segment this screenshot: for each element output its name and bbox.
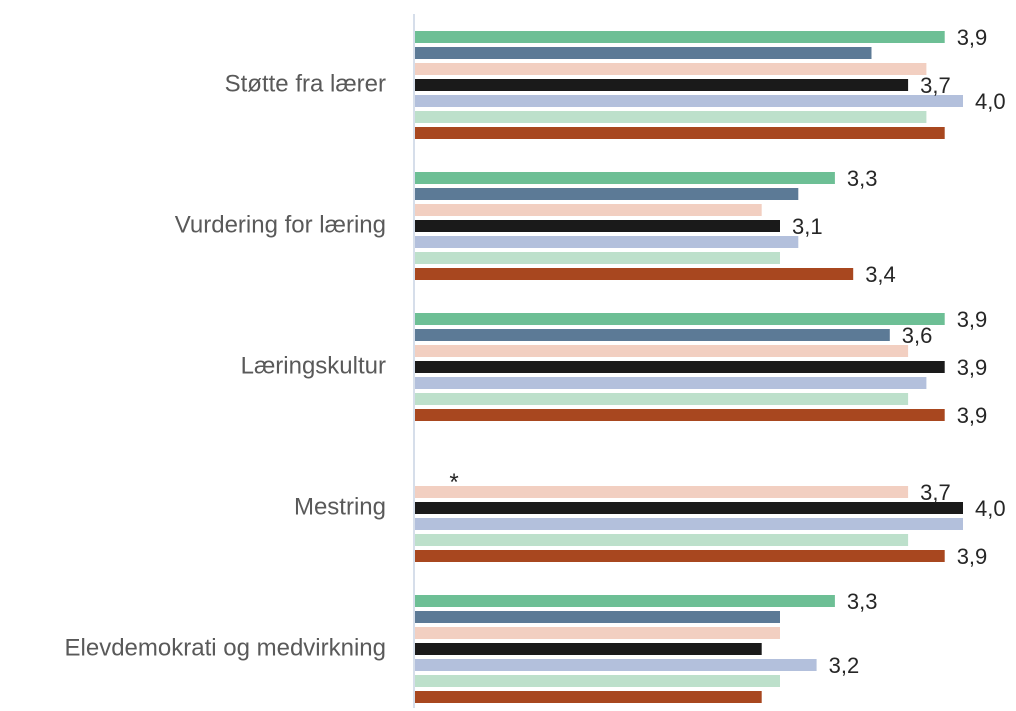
data-label: 3,9 (957, 307, 988, 332)
bar (415, 550, 945, 562)
bar (415, 409, 945, 421)
bar (415, 127, 945, 139)
bar (415, 79, 909, 91)
category-label: Støtte fra lærer (225, 70, 386, 97)
bar (415, 31, 945, 43)
annotations: * (449, 469, 458, 496)
data-label: 3,9 (957, 403, 988, 428)
data-label: 3,9 (957, 25, 988, 50)
bar (415, 95, 963, 107)
missing-data-marker: * (449, 469, 458, 496)
bar (415, 313, 945, 325)
bar (415, 486, 909, 498)
bar (415, 329, 890, 341)
data-label: 3,7 (920, 480, 951, 505)
data-label: 3,4 (865, 262, 896, 287)
bar (415, 518, 963, 530)
data-label: 3,1 (792, 214, 823, 239)
data-label: 3,7 (920, 73, 951, 98)
bar (415, 188, 799, 200)
bar (415, 236, 799, 248)
data-label: 3,9 (957, 355, 988, 380)
data-label: 3,3 (847, 166, 878, 191)
category-label: Mestring (294, 493, 386, 520)
data-label: 4,0 (975, 89, 1006, 114)
bar (415, 204, 762, 216)
data-labels: 3,93,74,03,33,13,43,93,63,93,93,74,03,93… (792, 25, 1006, 678)
bar (415, 111, 927, 123)
bar (415, 393, 909, 405)
category-label: Elevdemokrati og medvirkning (65, 634, 386, 661)
category-labels: Støtte fra lærer Vurdering for læring Læri… (65, 70, 386, 661)
bar (415, 595, 835, 607)
bar (415, 63, 927, 75)
bar (415, 659, 817, 671)
category-label: Vurdering for læring (175, 211, 386, 238)
bar (415, 534, 909, 546)
bar (415, 268, 854, 280)
bars-layer (415, 31, 963, 703)
bar (415, 345, 909, 357)
bar (415, 252, 780, 264)
bar (415, 611, 780, 623)
data-label: 3,3 (847, 589, 878, 614)
data-label: 3,2 (829, 653, 860, 678)
bar (415, 691, 762, 703)
bar (415, 502, 963, 514)
bar (415, 627, 780, 639)
data-label: 3,6 (902, 323, 933, 348)
category-label: Læringskultur (241, 352, 386, 379)
bar (415, 172, 835, 184)
bar (415, 377, 927, 389)
data-label: 3,9 (957, 544, 988, 569)
bar (415, 675, 780, 687)
bar (415, 220, 780, 232)
bar (415, 47, 872, 59)
data-label: 4,0 (975, 496, 1006, 521)
bar (415, 361, 945, 373)
bar (415, 643, 762, 655)
